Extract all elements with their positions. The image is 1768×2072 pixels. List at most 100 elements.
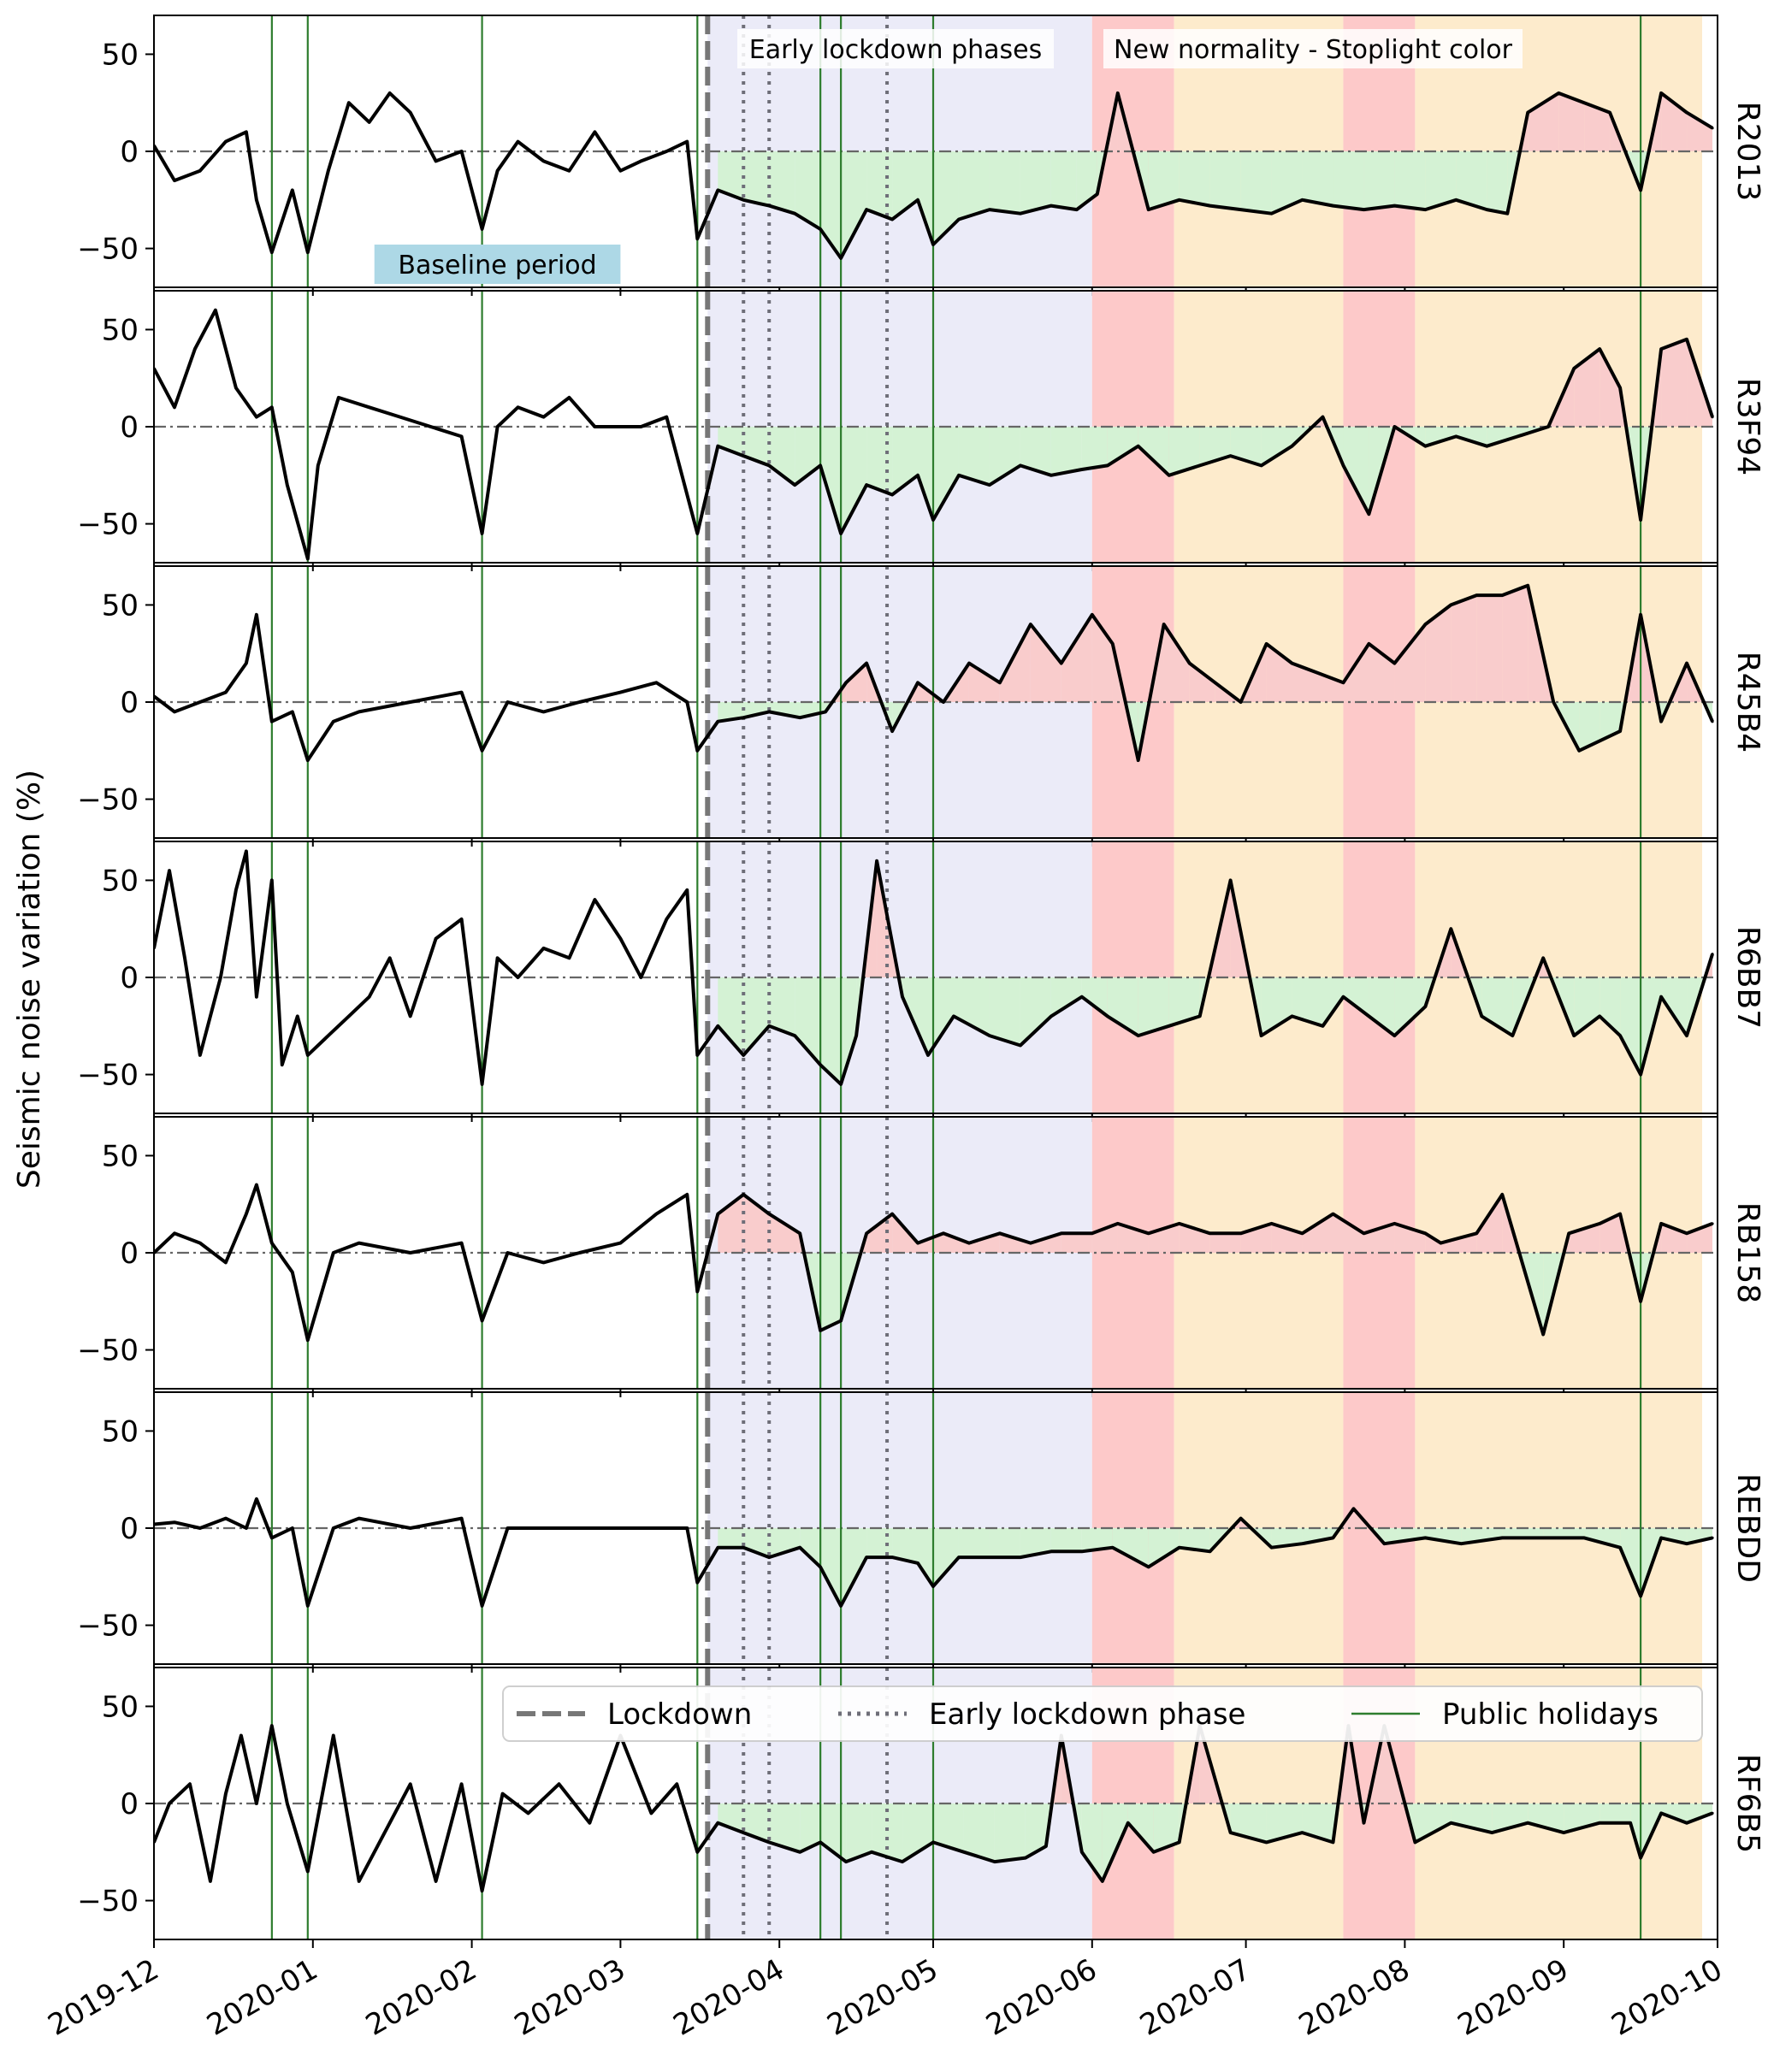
- data-point: [716, 1821, 719, 1825]
- variation-fill: [841, 151, 867, 258]
- y-tick-label: 50: [102, 1690, 139, 1724]
- variation-fill: [1199, 427, 1231, 466]
- x-tick-label: 2020-09: [1452, 1952, 1575, 2043]
- data-point: [1526, 1821, 1529, 1825]
- variation-fill: [1020, 1528, 1051, 1558]
- data-point: [409, 700, 412, 704]
- y-tick-label: 50: [102, 38, 139, 72]
- data-point: [1019, 212, 1022, 215]
- data-point: [435, 936, 438, 941]
- variation-fill: [1230, 427, 1262, 466]
- data-point: [1659, 1536, 1663, 1539]
- variation-fill: [989, 151, 1020, 214]
- data-point: [1393, 661, 1397, 665]
- data-point: [270, 1242, 274, 1245]
- data-point: [460, 434, 464, 438]
- annotations: Early lockdown phases New normality - Sto…: [374, 29, 1523, 284]
- variation-fill: [1081, 1528, 1113, 1552]
- data-point: [347, 1014, 351, 1018]
- data-point: [839, 1604, 843, 1608]
- y-tick-label: 0: [120, 686, 139, 720]
- y-axis-label: Seismic noise variation (%): [12, 770, 47, 1189]
- data-point: [1639, 1594, 1642, 1598]
- panel-plot-area: [154, 841, 1718, 1113]
- variation-fill: [1599, 702, 1621, 741]
- variation-fill: [1487, 151, 1508, 214]
- data-point: [1526, 584, 1529, 587]
- variation-fill: [1292, 977, 1323, 1026]
- y-tick-label: −50: [77, 1609, 139, 1644]
- data-point: [460, 1517, 464, 1520]
- data-point: [1449, 927, 1452, 930]
- variation-fill: [1492, 1803, 1529, 1833]
- data-point: [173, 405, 176, 409]
- variation-fill: [1030, 624, 1061, 702]
- data-point: [1618, 1034, 1622, 1037]
- data-point: [1290, 445, 1294, 448]
- data-point: [209, 1880, 212, 1883]
- data-point: [541, 1260, 546, 1264]
- data-point: [1485, 208, 1488, 211]
- legend: Lockdown Early lockdown phase Public holid…: [502, 1685, 1703, 1742]
- data-point: [819, 1565, 822, 1569]
- variation-fill: [1425, 1233, 1441, 1253]
- data-point: [1618, 1212, 1622, 1216]
- data-point: [1500, 593, 1504, 597]
- data-point: [358, 1517, 361, 1520]
- data-point: [1685, 110, 1688, 115]
- variation-fill: [1363, 151, 1395, 210]
- data-point: [1598, 1821, 1601, 1825]
- data-point: [409, 1782, 412, 1786]
- data-point: [1075, 208, 1079, 211]
- data-point: [793, 1034, 796, 1037]
- variation-fill: [958, 151, 990, 220]
- variation-fill: [902, 1803, 934, 1862]
- data-point: [1639, 188, 1642, 192]
- data-point: [255, 416, 258, 419]
- data-point: [1019, 1555, 1022, 1559]
- variation-fill: [1266, 643, 1292, 702]
- data-point: [1362, 1231, 1366, 1235]
- data-point: [480, 1604, 484, 1608]
- data-point: [1214, 681, 1217, 684]
- data-point: [567, 169, 571, 173]
- variation-fill: [1020, 977, 1051, 1046]
- data-point: [255, 995, 258, 999]
- data-point: [1116, 91, 1120, 95]
- variation-fill: [800, 1803, 821, 1852]
- data-point: [1685, 1231, 1688, 1235]
- variation-fill: [1687, 1223, 1713, 1253]
- data-point: [1423, 623, 1427, 626]
- y-tick-label: −50: [77, 783, 139, 818]
- data-point: [1659, 347, 1663, 351]
- y-tick-label: 50: [102, 864, 139, 898]
- variation-fill: [1687, 1803, 1713, 1823]
- data-point: [716, 188, 719, 192]
- variation-fill: [1271, 1223, 1303, 1253]
- data-point: [306, 1869, 310, 1874]
- data-point: [1685, 1821, 1688, 1825]
- data-point: [1577, 749, 1581, 753]
- variation-fill: [1117, 1223, 1149, 1253]
- data-point: [495, 169, 500, 173]
- data-point: [255, 1802, 258, 1805]
- variation-fill: [795, 151, 821, 229]
- data-point: [685, 1526, 689, 1530]
- data-point: [500, 1792, 505, 1796]
- annotation-baseline-period: Baseline period: [398, 251, 596, 280]
- data-point: [654, 681, 658, 684]
- data-point: [1572, 367, 1576, 370]
- data-point: [1290, 1014, 1294, 1018]
- data-point: [270, 1536, 274, 1539]
- data-point: [1341, 681, 1345, 684]
- data-point: [495, 956, 500, 959]
- data-point: [844, 681, 848, 684]
- variation-fill: [846, 1803, 872, 1862]
- data-point: [306, 759, 310, 762]
- data-point: [588, 1821, 592, 1825]
- variation-fill: [1333, 1213, 1364, 1253]
- data-point: [198, 1054, 202, 1057]
- data-point: [1269, 1546, 1274, 1550]
- data-point: [1111, 1546, 1115, 1550]
- data-point: [409, 1251, 412, 1254]
